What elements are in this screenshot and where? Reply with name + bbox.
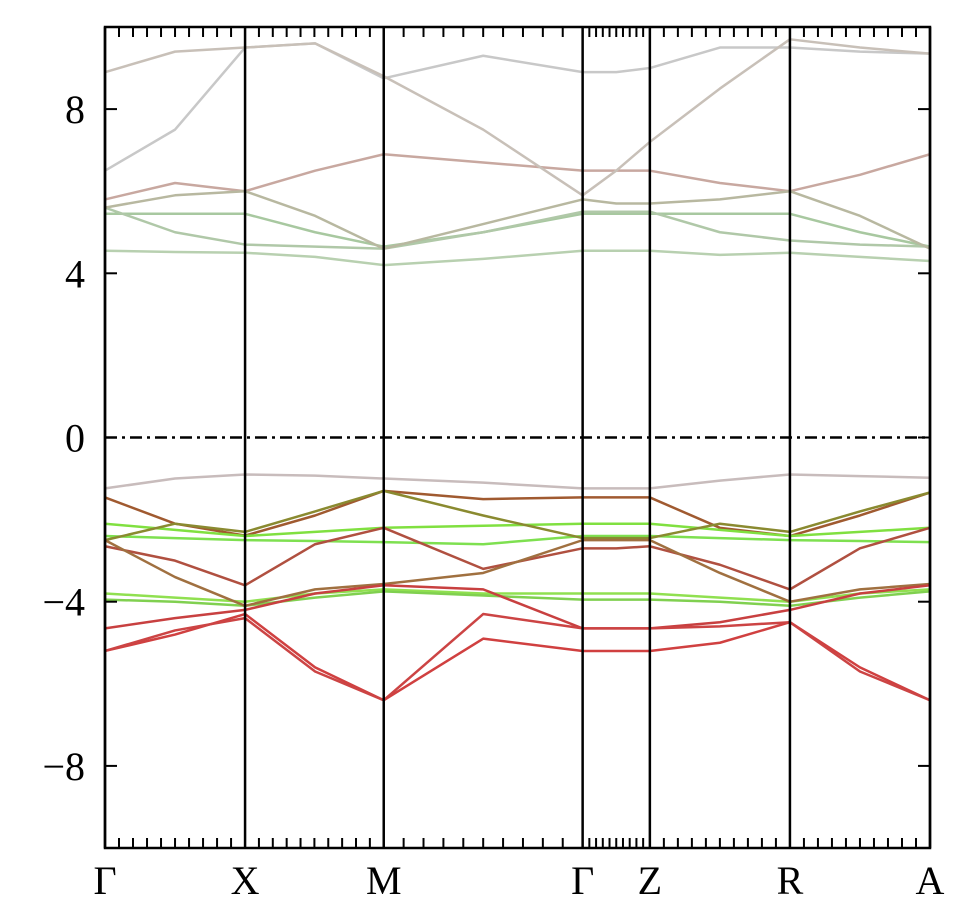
band xyxy=(104,189,931,250)
y-tick-label: 4 xyxy=(65,251,85,296)
x-tick-label: Γ xyxy=(93,858,116,903)
band xyxy=(104,526,931,591)
band xyxy=(104,473,931,490)
plot-frame xyxy=(103,25,932,850)
x-tick-label: Γ xyxy=(571,858,594,903)
x-tick-label: R xyxy=(777,858,804,903)
x-tick-label: A xyxy=(916,858,945,903)
x-tick-label: X xyxy=(231,858,260,903)
y-tick-label: −8 xyxy=(42,744,85,789)
band xyxy=(104,534,931,546)
x-tick-label: Z xyxy=(638,858,662,903)
band xyxy=(104,612,931,702)
y-tick-label: 0 xyxy=(65,416,85,461)
band xyxy=(104,249,931,267)
band xyxy=(104,612,931,702)
y-tick-label: 8 xyxy=(65,87,85,132)
y-tick-label: −4 xyxy=(42,580,85,625)
band xyxy=(104,38,931,197)
x-tick-label: M xyxy=(366,858,402,903)
